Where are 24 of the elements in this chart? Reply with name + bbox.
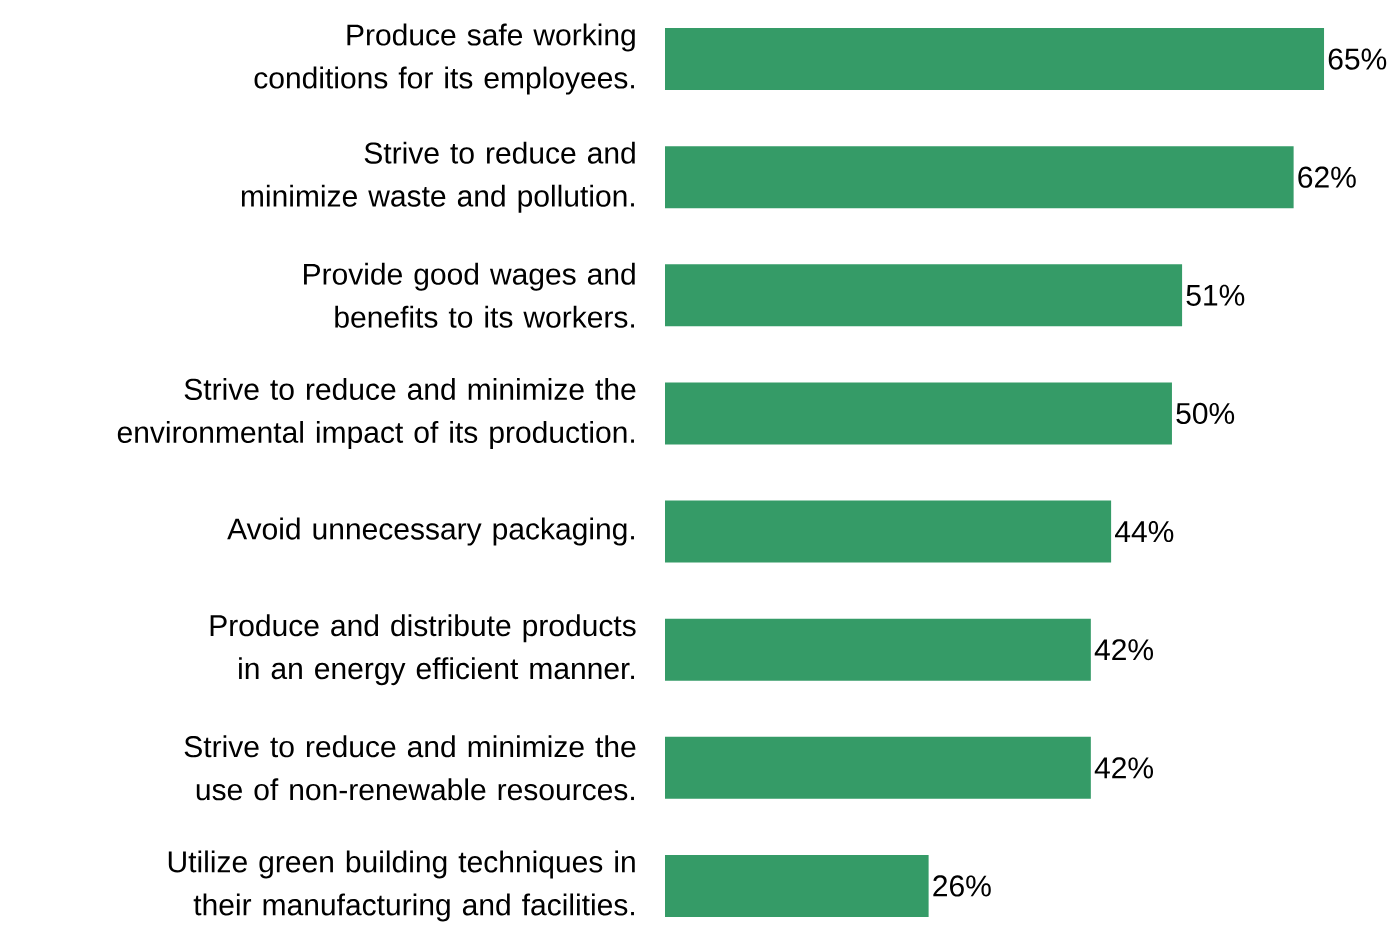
bar bbox=[665, 736, 1091, 799]
bar bbox=[665, 28, 1325, 91]
data-label: 51% bbox=[1186, 284, 1245, 306]
bar bbox=[665, 854, 929, 917]
data-label: 42% bbox=[1094, 757, 1154, 779]
y-tick-label: Strive to reduce and minimize waste and pollution. bbox=[241, 141, 635, 213]
y-tick-label: Utilize green building techniques in their manufacturing and facilities. bbox=[168, 850, 635, 922]
data-label: 42% bbox=[1094, 639, 1154, 661]
data-label: 44% bbox=[1115, 521, 1174, 543]
y-tick-label: Produce and distribute products in an energy efficient manner. bbox=[210, 614, 636, 686]
y-tick-label: Strive to reduce and minimize the environmental impact of its production. bbox=[117, 377, 636, 449]
bar bbox=[665, 500, 1112, 563]
bar bbox=[665, 264, 1183, 327]
data-label: 62% bbox=[1298, 166, 1356, 188]
y-tick-label: Produce safe working conditions for its employees. bbox=[254, 23, 635, 95]
data-label: 50% bbox=[1176, 402, 1235, 425]
bar bbox=[665, 618, 1091, 681]
y-tick-label: Provide good wages and benefits to its workers. bbox=[304, 262, 635, 328]
data-label: 26% bbox=[933, 875, 991, 897]
bar bbox=[665, 146, 1294, 209]
y-tick-label: Avoid unnecessary packaging. bbox=[227, 517, 634, 546]
bar bbox=[665, 382, 1172, 445]
data-label: 65% bbox=[1328, 48, 1387, 70]
y-tick-label: Strive to reduce and minimize the use of non-renewable resources. bbox=[184, 735, 636, 801]
